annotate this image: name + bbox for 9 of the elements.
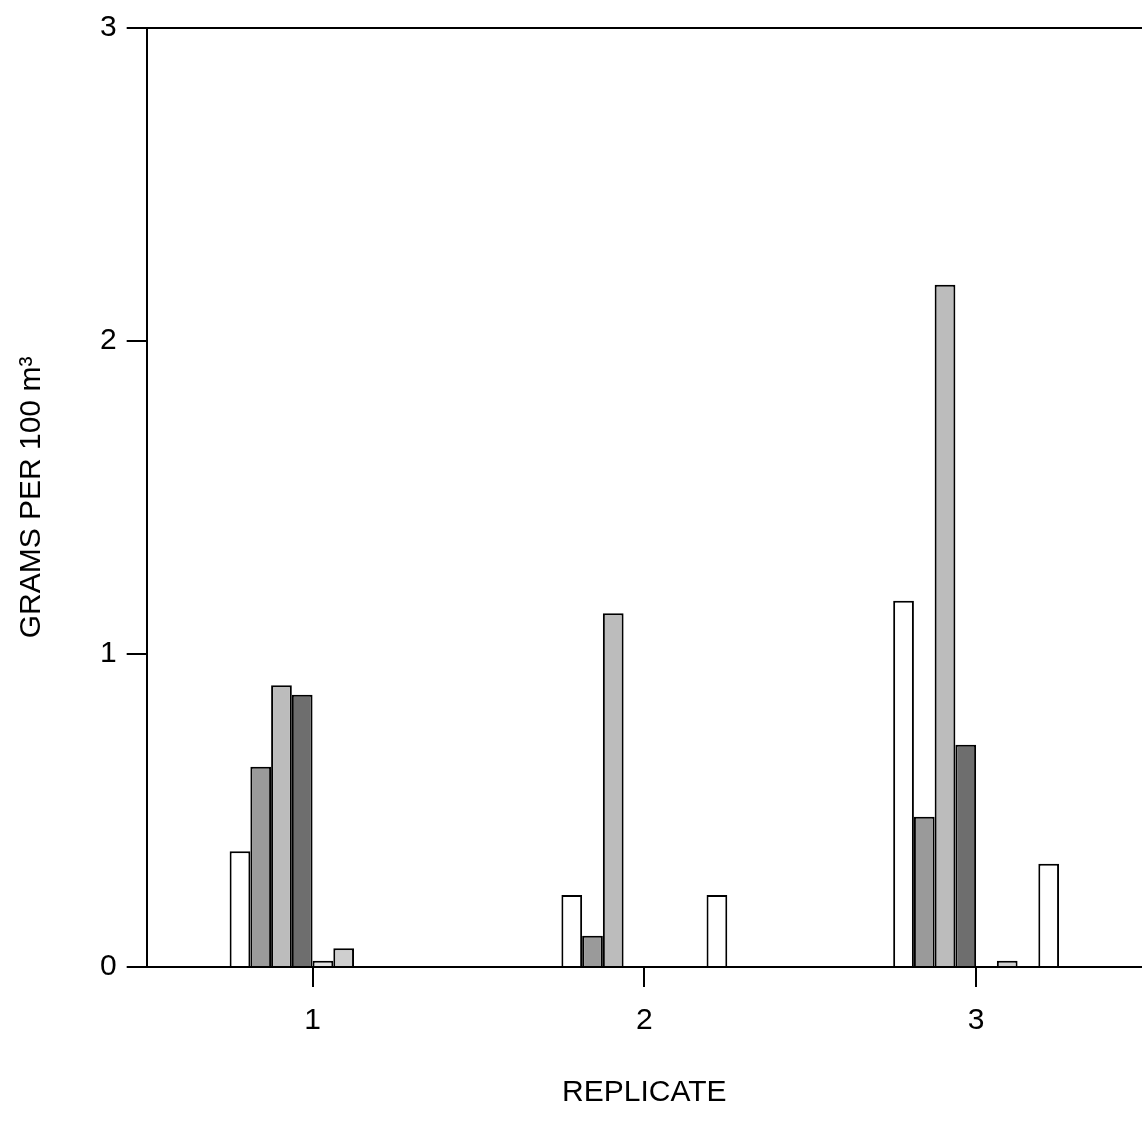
y-tick-label: 3	[100, 9, 117, 43]
x-tick-label: 2	[636, 1002, 653, 1036]
x-tick-label: 1	[304, 1002, 321, 1036]
y-axis-title: GRAMS PER 100 m³	[13, 356, 47, 639]
y-tick-label: 0	[100, 948, 117, 982]
x-axis-title: REPLICATE	[562, 1074, 727, 1108]
y-tick-label: 1	[100, 635, 117, 669]
y-tick-label: 2	[100, 322, 117, 356]
x-tick-label: 3	[967, 1002, 985, 1036]
